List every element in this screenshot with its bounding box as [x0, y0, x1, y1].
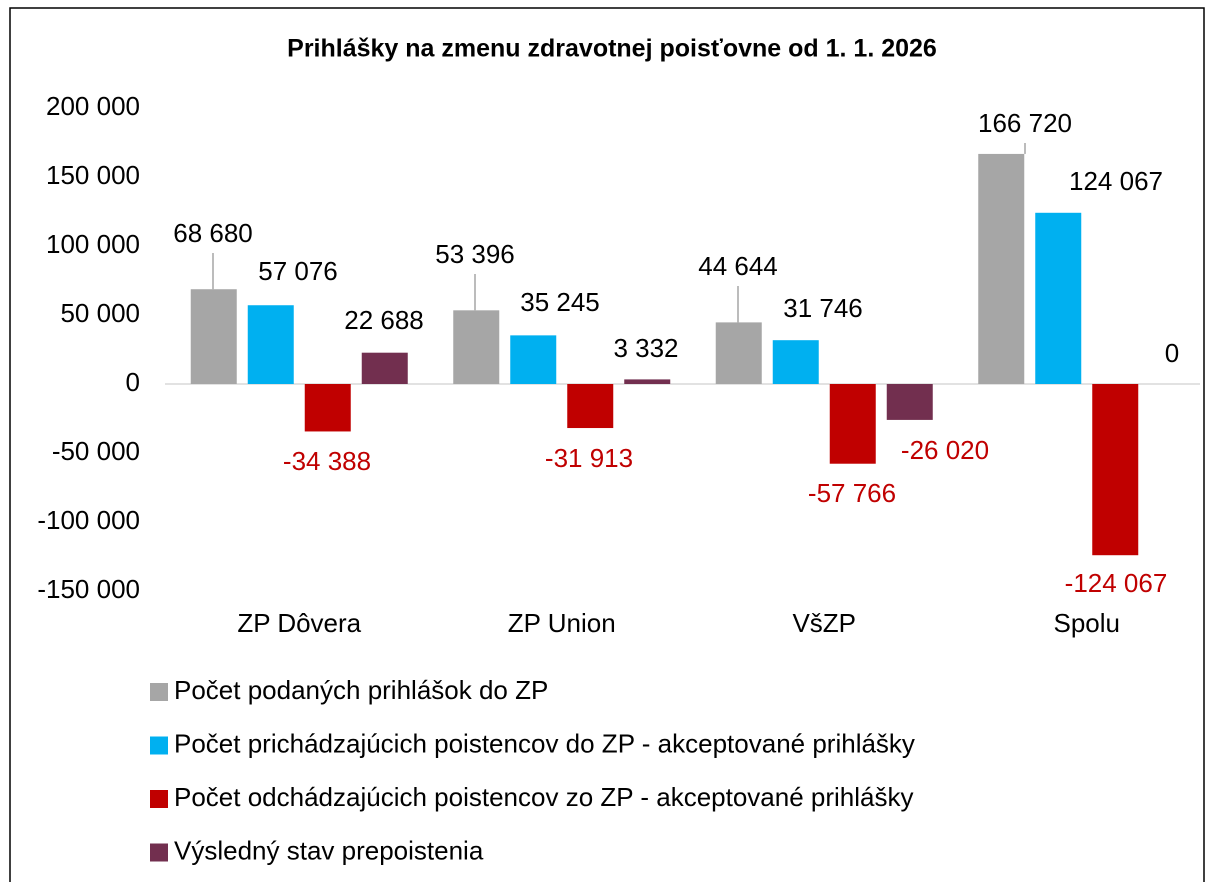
- data-label: -26 020: [901, 435, 989, 465]
- data-label: 22 688: [344, 305, 424, 335]
- y-tick-label: -150 000: [37, 574, 140, 604]
- data-label: 31 746: [783, 293, 863, 323]
- data-label: 0: [1165, 338, 1179, 368]
- y-tick-label: 200 000: [46, 91, 140, 121]
- data-label: 124 067: [1069, 166, 1163, 196]
- bar: [247, 305, 294, 384]
- bar: [715, 322, 762, 384]
- x-tick-label: VšZP: [792, 608, 856, 638]
- legend-label: Počet prichádzajúcich poistencov do ZP -…: [174, 728, 915, 758]
- x-tick-label: ZP Dôvera: [237, 608, 361, 638]
- legend-label: Výsledný stav prepoistenia: [174, 835, 484, 865]
- chart-title: Prihlášky na zmenu zdravotnej poisťovne …: [287, 35, 937, 63]
- bar: [453, 310, 500, 384]
- bar: [829, 384, 876, 464]
- data-label: 57 076: [258, 256, 338, 286]
- bar: [772, 340, 819, 384]
- data-label: 44 644: [698, 251, 778, 281]
- x-tick-label: ZP Union: [508, 608, 616, 638]
- bar: [1035, 212, 1082, 384]
- data-label: -34 388: [283, 446, 371, 476]
- bar: [304, 384, 351, 432]
- legend-swatch: [150, 736, 168, 755]
- legend-label: Počet podaných prihlášok do ZP: [174, 675, 548, 705]
- y-tick-label: -100 000: [37, 505, 140, 535]
- data-label: 53 396: [435, 239, 515, 269]
- data-label: -57 766: [808, 478, 896, 508]
- bar: [567, 384, 614, 429]
- x-tick-label: Spolu: [1054, 608, 1121, 638]
- bar: [978, 153, 1025, 384]
- data-label: -31 913: [545, 443, 633, 473]
- legend-swatch: [150, 683, 168, 701]
- y-tick-label: -50 000: [52, 436, 140, 466]
- data-label: 3 332: [613, 333, 678, 363]
- chart-border: [9, 7, 1205, 882]
- data-label: 68 680: [173, 218, 253, 248]
- legend-swatch: [150, 790, 168, 808]
- data-label: -124 067: [1065, 568, 1168, 598]
- y-tick-label: 50 000: [60, 298, 140, 328]
- bar: [361, 352, 408, 384]
- y-tick-label: 150 000: [46, 160, 140, 190]
- data-label: 35 245: [520, 287, 600, 317]
- bar: [886, 384, 933, 420]
- bar: [510, 335, 557, 384]
- bar: [1092, 384, 1139, 556]
- y-tick-label: 0: [126, 367, 140, 397]
- legend-swatch: [150, 843, 168, 862]
- legend-label: Počet odchádzajúcich poistencov zo ZP - …: [174, 782, 914, 812]
- bar: [190, 289, 237, 384]
- y-tick-label: 100 000: [46, 229, 140, 259]
- bar: [624, 379, 671, 384]
- data-label: 166 720: [978, 108, 1072, 138]
